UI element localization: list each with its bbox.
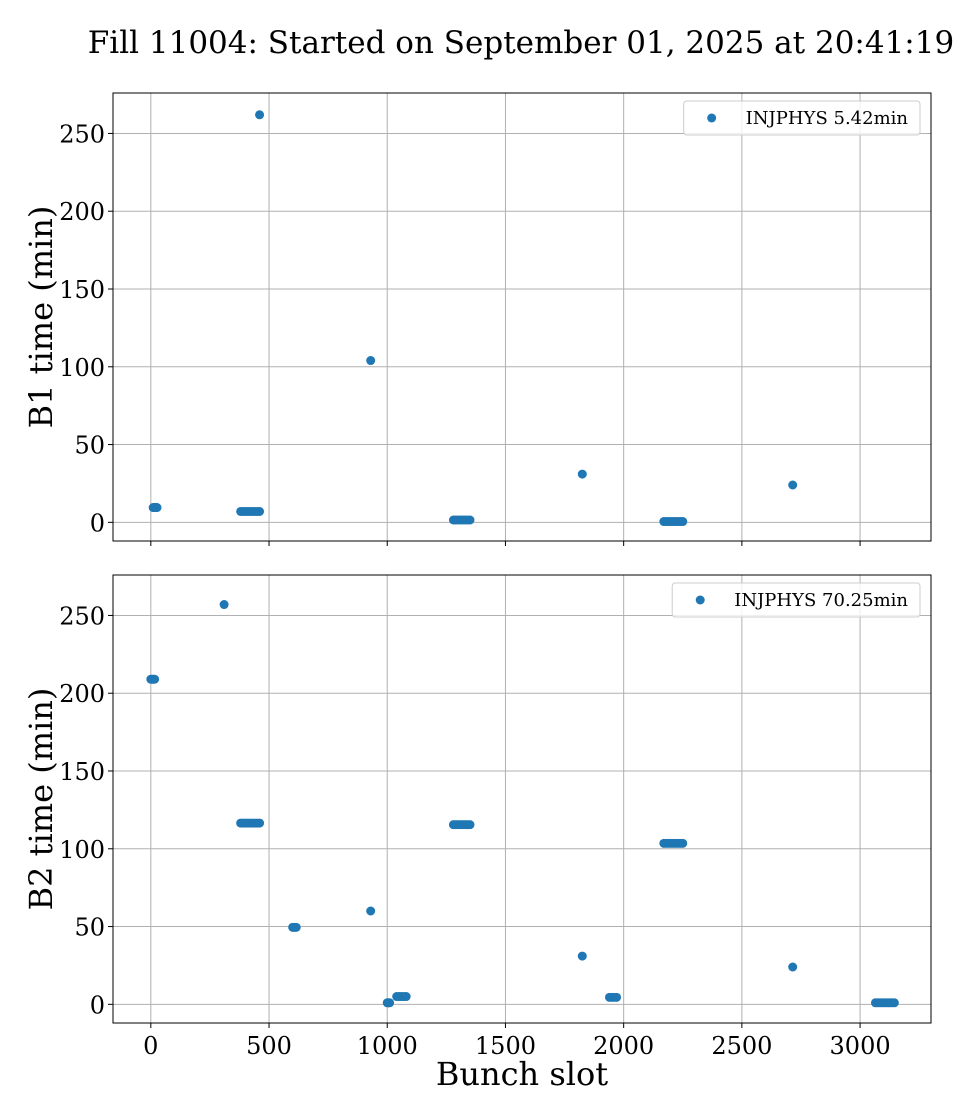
b2-y-axis-label: B2 time (min) (22, 688, 60, 911)
b1-y-tick-label: 50 (74, 432, 105, 460)
b2-data-point (401, 992, 411, 1002)
b1-legend: INJPHYS 5.42min (683, 100, 921, 136)
b2-y-tick-label: 0 (90, 991, 105, 1019)
b2-x-tick-label: 3000 (830, 1032, 891, 1060)
b1-y-tick-label: 0 (90, 509, 105, 537)
b1-y-tick-label: 200 (59, 198, 105, 226)
b2-y-tick-label: 200 (59, 680, 105, 708)
b1-y-tick-label: 150 (59, 276, 105, 304)
b2-data-point (465, 820, 475, 830)
b2-legend-label: INJPHYS 70.25min (734, 590, 908, 611)
b1-y-tick-label: 250 (59, 120, 105, 148)
b1-data-point (465, 515, 475, 525)
b2-data-point (612, 992, 622, 1002)
b2-data-point (150, 674, 160, 684)
b1-plot-panel: 0 50 100 150 200 250 B1 time (min) INJPHYS 5.42… (22, 92, 932, 546)
b2-axes-frame (112, 574, 932, 1024)
b2-legend: INJPHYS 70.25min (671, 582, 921, 618)
b2-x-tick-label: 500 (246, 1032, 292, 1060)
b1-legend-label: INJPHYS 5.42min (746, 108, 909, 129)
b2-y-tick-label: 100 (59, 836, 105, 864)
b2-data-point (291, 922, 301, 932)
b2-data-point (219, 600, 229, 610)
b2-data-point (678, 838, 688, 848)
b2-x-tick-label: 2000 (593, 1032, 654, 1060)
b2-data-point (788, 962, 798, 972)
b2-data-point (889, 998, 899, 1008)
b1-legend-box (683, 100, 921, 136)
figure-title: Fill 11004: Started on September 01, 202… (88, 25, 954, 61)
b2-data-point (366, 906, 376, 916)
b2-legend-box (671, 582, 921, 618)
b2-data-point (577, 951, 587, 961)
b2-y-tick-label: 250 (59, 602, 105, 630)
b2-y-tick-label: 150 (59, 758, 105, 786)
b1-y-tick-label: 100 (59, 354, 105, 382)
b1-data-point (152, 503, 162, 513)
b1-data-point (577, 469, 587, 479)
b1-data-point (678, 517, 688, 527)
b1-data-point (366, 356, 376, 366)
b2-plot-panel: 0 500 1000 1500 2000 2500 3000 0 50 100 150 200 250 B… (22, 574, 932, 1093)
b1-legend-marker (707, 113, 717, 123)
b2-data-point (385, 998, 395, 1008)
b1-data-point (788, 480, 798, 490)
b2-y-tick-label: 50 (74, 914, 105, 942)
b2-x-tick-label: 0 (143, 1032, 158, 1060)
b1-data-point (255, 506, 265, 516)
b2-x-tick-label: 1500 (475, 1032, 536, 1060)
b2-legend-marker (695, 595, 705, 605)
b2-data-point (255, 818, 265, 828)
b1-y-axis-label: B1 time (min) (22, 206, 60, 429)
b2-x-axis-label: Bunch slot (436, 1055, 608, 1093)
b1-data-point (255, 110, 265, 120)
b1-axes-frame (112, 92, 932, 542)
b2-x-tick-label: 1000 (357, 1032, 418, 1060)
b2-x-tick-label: 2500 (711, 1032, 772, 1060)
